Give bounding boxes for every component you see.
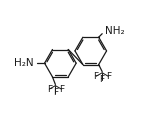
Text: NH₂: NH₂	[104, 26, 124, 36]
Text: F: F	[93, 72, 99, 81]
Text: F: F	[53, 88, 58, 97]
Text: F: F	[106, 72, 111, 81]
Text: F: F	[59, 85, 64, 94]
Text: F: F	[47, 85, 52, 94]
Text: F: F	[100, 75, 105, 84]
Text: H₂N: H₂N	[14, 58, 34, 68]
